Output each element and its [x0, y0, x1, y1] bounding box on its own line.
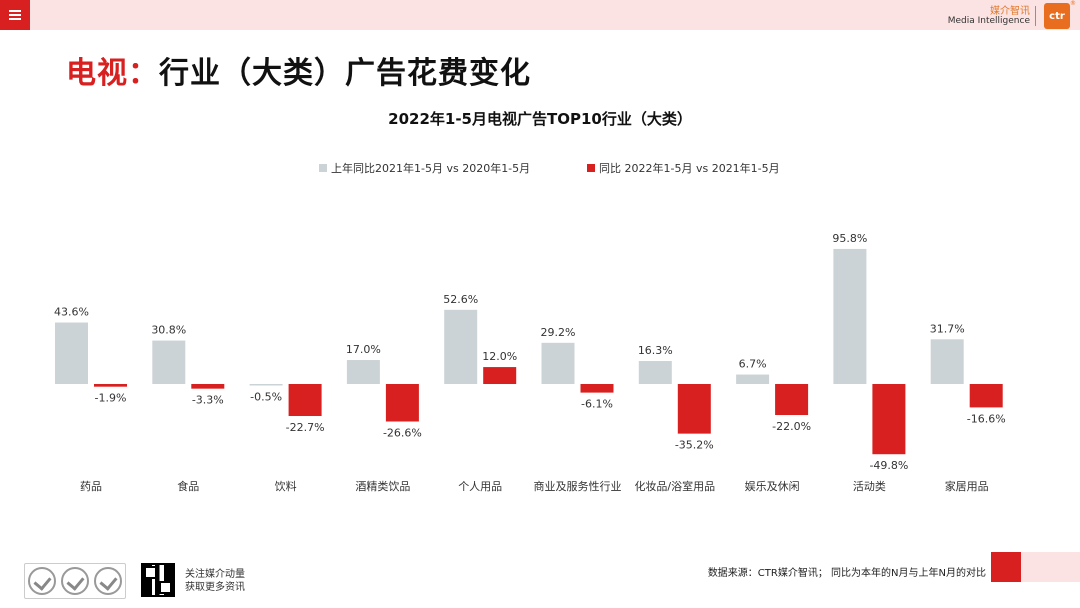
- bar-current-year: [288, 384, 322, 417]
- bar-current-year: [872, 384, 906, 455]
- category-label: 商业及服务性行业: [534, 479, 622, 493]
- sgs-check-icon: [60, 567, 89, 595]
- data-source-note: 数据来源：CTR媒介智讯； 同比为本年的N月与上年N月的对比: [707, 568, 986, 579]
- category-label: 活动类: [853, 479, 886, 493]
- ctr-logo: ctr: [1044, 3, 1070, 29]
- data-label: 29.2%: [541, 326, 576, 339]
- qr-code-icon: [141, 563, 175, 597]
- bar-prev-year: [736, 374, 770, 384]
- data-label: -3.3%: [192, 394, 224, 407]
- bar-prev-year: [346, 360, 380, 384]
- bar-current-year: [775, 384, 809, 416]
- legend-label-current: 同比 2022年1-5月 vs 2021年1-5月: [599, 162, 780, 175]
- bar-prev-year: [638, 361, 672, 384]
- data-label: 95.8%: [832, 232, 867, 245]
- sgs-check-icon: [27, 567, 56, 595]
- data-label: 52.6%: [443, 293, 478, 306]
- data-label: -0.5%: [250, 391, 282, 404]
- bar-prev-year: [444, 309, 478, 384]
- data-label: -1.9%: [95, 392, 127, 405]
- category-label: 家居用品: [945, 479, 989, 493]
- top-bar: 媒介智讯 Media Intelligence ctr ®: [0, 0, 1080, 30]
- follow-text: 关注媒介动量 获取更多资讯: [185, 568, 245, 594]
- brand-cn: 媒介智讯: [990, 6, 1030, 17]
- menu-icon[interactable]: [0, 0, 30, 30]
- follow-line-2: 获取更多资讯: [185, 582, 245, 593]
- bar-prev-year: [152, 340, 186, 384]
- footer-red-block: [991, 552, 1021, 582]
- legend-item-current: 同比 2022年1-5月 vs 2021年1-5月: [587, 160, 780, 176]
- data-label: -22.0%: [772, 420, 811, 433]
- bar-prev-year: [930, 339, 964, 384]
- sgs-certification-badges: [24, 563, 126, 599]
- follow-line-1: 关注媒介动量: [185, 569, 245, 580]
- chart-title: 2022年1-5月电视广告TOP10行业（大类）: [388, 110, 692, 128]
- page-title-rest: 行业（大类）广告花费变化: [159, 56, 531, 91]
- bar-prev-year: [249, 384, 283, 386]
- category-label: 化妆品/浴室用品: [634, 479, 715, 493]
- page-title-accent: 电视：: [66, 56, 159, 91]
- legend-label-prev: 上年同比2021年1-5月 vs 2020年1-5月: [331, 162, 531, 175]
- data-label: 17.0%: [346, 343, 381, 356]
- data-label: 43.6%: [54, 306, 89, 319]
- sgs-check-icon: [94, 567, 123, 595]
- brand-divider: [1035, 6, 1036, 26]
- bar-current-year: [483, 367, 517, 384]
- legend-swatch-gray: [319, 164, 327, 172]
- bar-current-year: [385, 384, 419, 422]
- page-title: 电视：行业（大类）广告花费变化: [66, 48, 531, 92]
- data-label: 12.0%: [482, 350, 517, 363]
- data-label: -35.2%: [675, 439, 714, 452]
- category-label: 饮料: [275, 479, 297, 493]
- data-label: -16.6%: [967, 412, 1006, 425]
- category-label: 娱乐及休闲: [745, 479, 800, 493]
- data-label: -6.1%: [581, 398, 613, 411]
- brand-en: Media Intelligence: [947, 16, 1030, 26]
- data-label: -26.6%: [383, 427, 422, 440]
- bar-prev-year: [55, 322, 88, 384]
- category-label: 个人用品: [458, 480, 502, 493]
- brand-text: 媒介智讯 Media Intelligence: [948, 6, 1030, 27]
- data-label: 31.7%: [930, 322, 965, 335]
- legend-swatch-red: [587, 164, 595, 172]
- bar-prev-year: [541, 342, 575, 384]
- bar-prev-year: [833, 248, 867, 384]
- bar-current-year: [94, 384, 127, 387]
- category-label: 食品: [177, 479, 199, 493]
- logo-registered-mark: ®: [1070, 0, 1076, 7]
- data-label: 16.3%: [638, 344, 673, 357]
- bar-current-year: [191, 384, 225, 389]
- data-label: -22.7%: [286, 421, 325, 434]
- data-label: 6.7%: [739, 358, 767, 371]
- bar-current-year: [969, 384, 1003, 408]
- bar-current-year: [677, 384, 711, 434]
- data-label: 30.8%: [151, 324, 186, 337]
- category-label: 药品: [80, 480, 102, 493]
- bar-current-year: [580, 384, 614, 393]
- data-label: -49.8%: [869, 459, 908, 472]
- category-label: 酒精类饮品: [355, 479, 410, 493]
- footer-pink-block: [1021, 552, 1080, 582]
- legend-item-prev: 上年同比2021年1-5月 vs 2020年1-5月: [319, 160, 530, 176]
